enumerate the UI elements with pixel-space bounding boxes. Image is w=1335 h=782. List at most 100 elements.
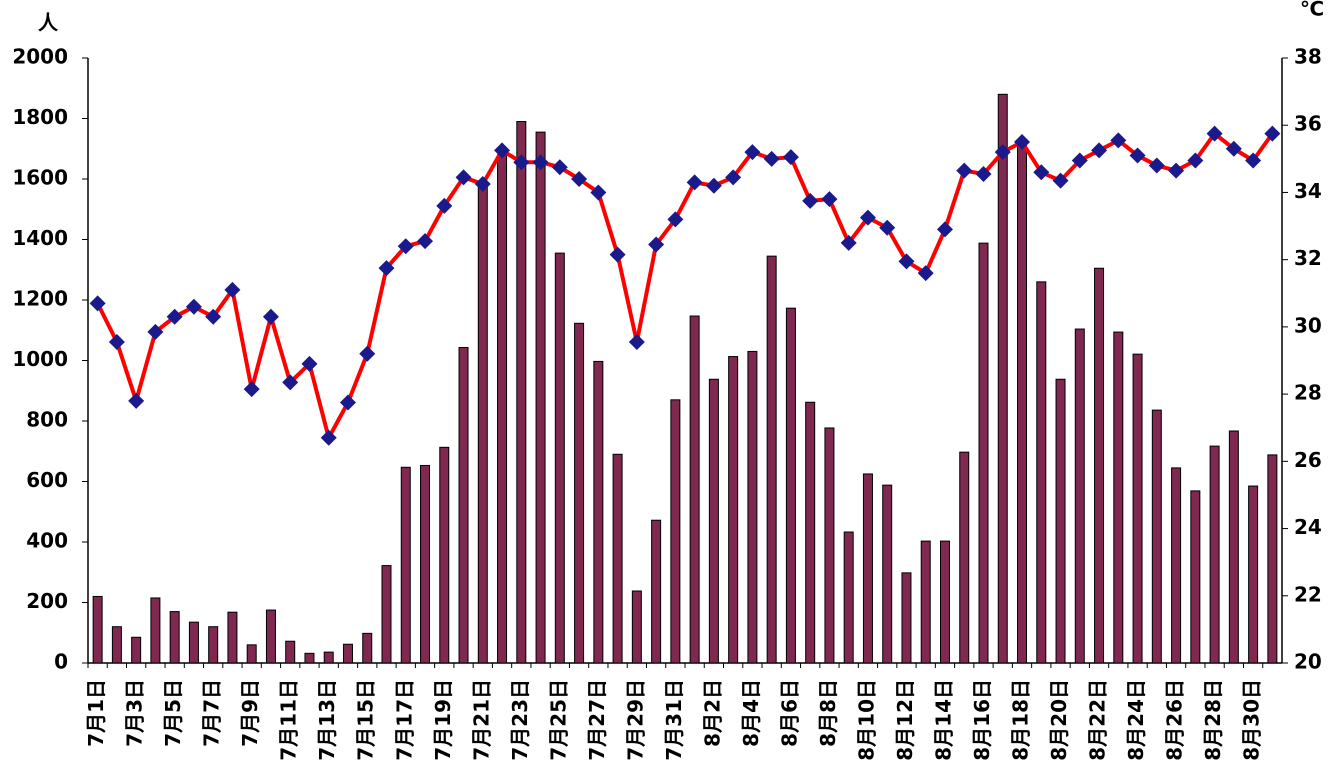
bar — [1190, 490, 1201, 664]
bar — [285, 640, 296, 664]
x-tick-label: 8月16日 — [970, 679, 994, 761]
marker — [128, 392, 145, 409]
marker — [205, 308, 222, 325]
x-tick-label: 7月25日 — [546, 679, 570, 761]
y-tick-label: 200 — [26, 589, 68, 613]
y-tick-label: 1000 — [12, 347, 68, 371]
x-tick-label: 8月30日 — [1240, 679, 1264, 761]
bar — [458, 346, 469, 664]
y-tick-label: 400 — [26, 529, 68, 553]
bar — [304, 652, 315, 664]
bar — [323, 651, 334, 664]
bar — [670, 399, 681, 664]
marker — [474, 176, 491, 193]
y2-tick-label: 28 — [1294, 381, 1322, 405]
marker — [494, 142, 511, 159]
marker — [436, 197, 453, 214]
bar — [1036, 281, 1047, 664]
marker — [1052, 172, 1069, 189]
y2-tick-label: 26 — [1294, 448, 1322, 472]
marker — [686, 174, 703, 191]
x-tick-label: 7月31日 — [662, 679, 686, 761]
marker — [648, 236, 665, 253]
x-tick-label: 7月15日 — [354, 679, 378, 761]
marker — [166, 308, 183, 325]
bar — [631, 590, 642, 664]
marker — [282, 374, 299, 391]
x-tick-label: 8月12日 — [893, 679, 917, 761]
bar — [420, 464, 431, 664]
marker — [898, 253, 915, 270]
y2-tick-label: 34 — [1294, 179, 1322, 203]
marker — [1148, 157, 1165, 174]
marker — [802, 192, 819, 209]
y2-tick-label: 30 — [1294, 313, 1322, 337]
bar — [362, 632, 373, 664]
bar — [227, 611, 238, 664]
bar — [246, 644, 257, 664]
marker — [1071, 152, 1088, 169]
y2-axis-unit: ℃ — [1300, 0, 1324, 21]
bar — [169, 611, 180, 664]
marker — [1168, 162, 1185, 179]
bar — [651, 519, 662, 664]
marker — [571, 171, 588, 187]
x-tick-label: 7月19日 — [431, 679, 455, 761]
marker — [417, 233, 434, 250]
x-tick-label: 7月5日 — [161, 679, 185, 747]
y-tick-label: 1400 — [12, 226, 68, 250]
marker — [1187, 152, 1204, 169]
bar — [785, 307, 796, 664]
marker — [1206, 125, 1223, 142]
marker — [339, 394, 356, 411]
x-tick-label: 8月8日 — [816, 679, 840, 747]
marker — [513, 154, 530, 171]
marker — [782, 149, 799, 166]
y-tick-label: 1800 — [12, 105, 68, 129]
x-tick-label: 7月21日 — [469, 679, 493, 761]
x-tick-label: 7月13日 — [315, 679, 339, 761]
bar — [92, 595, 103, 664]
x-tick-label: 8月2日 — [700, 679, 724, 747]
marker — [108, 334, 125, 351]
marker — [936, 221, 953, 238]
bar — [1151, 409, 1162, 664]
x-tick-label: 7月3日 — [123, 679, 147, 747]
bar — [1074, 328, 1085, 664]
bar — [1267, 454, 1278, 664]
y2-tick-label: 36 — [1294, 112, 1322, 136]
marker — [359, 345, 376, 362]
bar — [554, 252, 565, 664]
y-tick-label: 0 — [54, 650, 68, 674]
marker — [89, 295, 106, 312]
marker — [262, 308, 279, 325]
marker — [609, 246, 626, 263]
bar — [1171, 467, 1182, 664]
x-tick-label: 7月1日 — [84, 679, 108, 747]
bar — [265, 609, 276, 664]
marker — [763, 150, 780, 167]
marker — [1014, 134, 1031, 151]
marker — [859, 209, 876, 226]
x-tick-label: 7月29日 — [623, 679, 647, 761]
x-tick-label: 7月17日 — [392, 679, 416, 761]
marker — [243, 381, 260, 398]
bar — [1094, 267, 1105, 664]
marker — [1264, 125, 1281, 142]
bar — [593, 360, 604, 664]
marker — [840, 234, 857, 251]
marker — [879, 219, 896, 236]
marker — [147, 323, 164, 340]
y2-tick-label: 38 — [1294, 45, 1322, 69]
y-tick-label: 2000 — [12, 45, 68, 69]
marker — [590, 184, 607, 201]
x-tick-label: 7月23日 — [508, 679, 532, 761]
marker — [725, 169, 742, 186]
bar — [1248, 485, 1259, 664]
bar — [208, 626, 219, 664]
bar — [920, 540, 931, 664]
y2-tick-label: 32 — [1294, 246, 1322, 270]
bar — [612, 453, 623, 664]
bar — [1209, 445, 1220, 664]
y-tick-label: 1200 — [12, 287, 68, 311]
